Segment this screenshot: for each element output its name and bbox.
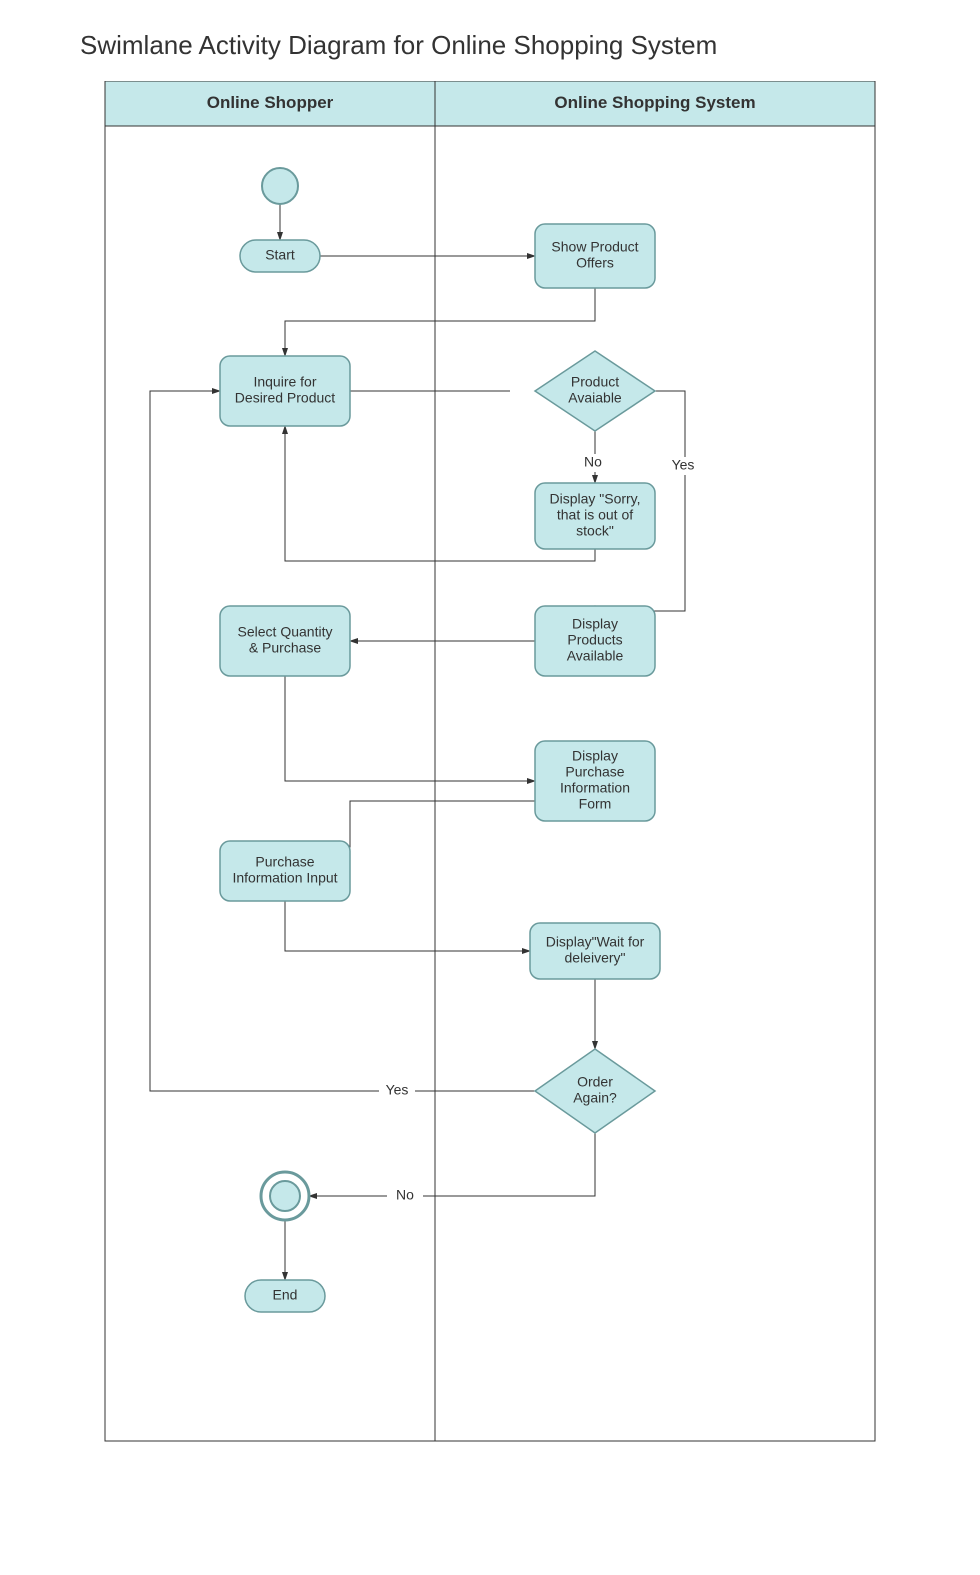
node-infoInput: PurchaseInformation Input bbox=[220, 841, 350, 901]
edge-label: No bbox=[396, 1187, 414, 1203]
node-showOffers: Show ProductOffers bbox=[535, 224, 655, 288]
svg-text:Show Product: Show Product bbox=[551, 239, 638, 255]
node-inquire: Inquire forDesired Product bbox=[220, 356, 350, 426]
svg-text:Avaiable: Avaiable bbox=[568, 390, 622, 406]
svg-text:Inquire for: Inquire for bbox=[253, 374, 316, 390]
svg-text:Again?: Again? bbox=[573, 1090, 617, 1106]
edge-label: Yes bbox=[672, 457, 695, 473]
edge-label: No bbox=[584, 454, 602, 470]
node-end: End bbox=[245, 1280, 325, 1312]
svg-text:deleivery": deleivery" bbox=[565, 950, 626, 966]
svg-text:Offers: Offers bbox=[576, 255, 614, 271]
page-title: Swimlane Activity Diagram for Online Sho… bbox=[80, 30, 980, 61]
node-initial bbox=[262, 168, 298, 204]
svg-text:Available: Available bbox=[567, 648, 624, 664]
svg-text:& Purchase: & Purchase bbox=[249, 640, 322, 656]
svg-text:Select Quantity: Select Quantity bbox=[238, 624, 333, 640]
svg-text:Display "Sorry,: Display "Sorry, bbox=[549, 491, 640, 507]
svg-text:Display: Display bbox=[572, 616, 618, 632]
node-selectQty: Select Quantity& Purchase bbox=[220, 606, 350, 676]
lane-header-system: Online Shopping System bbox=[554, 93, 755, 112]
svg-text:Display: Display bbox=[572, 748, 618, 764]
svg-text:Display"Wait for: Display"Wait for bbox=[546, 934, 645, 950]
node-displayAvail: DisplayProductsAvailable bbox=[535, 606, 655, 676]
svg-text:Information: Information bbox=[560, 780, 630, 796]
svg-text:that is out of: that is out of bbox=[557, 507, 633, 523]
svg-text:Products: Products bbox=[567, 632, 622, 648]
svg-text:Form: Form bbox=[579, 796, 612, 812]
node-start: Start bbox=[240, 240, 320, 272]
svg-text:Start: Start bbox=[265, 247, 295, 263]
svg-text:Desired Product: Desired Product bbox=[235, 390, 335, 406]
lane-header-shopper: Online Shopper bbox=[207, 93, 334, 112]
node-productAvail: ProductAvaiable bbox=[535, 351, 655, 431]
node-wait: Display"Wait fordeleivery" bbox=[530, 923, 660, 979]
svg-text:Purchase: Purchase bbox=[255, 854, 314, 870]
node-purchaseForm: DisplayPurchaseInformationForm bbox=[535, 741, 655, 821]
swimlane-diagram: Online Shopper Online Shopping System No Ye… bbox=[95, 81, 895, 1451]
node-final bbox=[261, 1172, 309, 1220]
node-orderAgain: OrderAgain? bbox=[535, 1049, 655, 1133]
svg-text:Order: Order bbox=[577, 1074, 613, 1090]
edge-label: Yes bbox=[386, 1082, 409, 1098]
node-sorry: Display "Sorry,that is out ofstock" bbox=[535, 483, 655, 549]
svg-text:Information Input: Information Input bbox=[232, 870, 337, 886]
svg-text:Purchase: Purchase bbox=[565, 764, 624, 780]
svg-text:Product: Product bbox=[571, 374, 619, 390]
svg-text:stock": stock" bbox=[576, 523, 614, 539]
svg-text:End: End bbox=[273, 1287, 298, 1303]
nodes: Start Show ProductOffers Inquire forDesire… bbox=[220, 168, 660, 1312]
